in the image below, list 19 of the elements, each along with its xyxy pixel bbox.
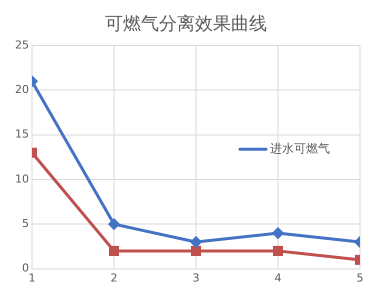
point bbox=[190, 236, 202, 248]
chart-title: 可燃气分离效果曲线 bbox=[105, 13, 267, 34]
y-tick-label: 0 bbox=[22, 262, 29, 275]
legend-label: 进水可燃气 bbox=[270, 141, 330, 156]
point bbox=[108, 246, 120, 256]
y-tick-label: 5 bbox=[22, 217, 29, 230]
point bbox=[108, 218, 120, 230]
x-tick-label: 4 bbox=[274, 271, 282, 284]
x-tick-label: 3 bbox=[192, 271, 200, 284]
x-tick-label: 2 bbox=[110, 271, 118, 284]
x-tick-label: 1 bbox=[28, 271, 36, 284]
y-tick-label: 15 bbox=[14, 128, 29, 141]
y-tick-label: 25 bbox=[14, 38, 29, 52]
point bbox=[272, 246, 284, 256]
y-tick-label: 20 bbox=[14, 83, 29, 96]
x-tick-label: 5 bbox=[356, 271, 364, 284]
point bbox=[272, 228, 284, 239]
point bbox=[190, 246, 202, 256]
y-tick-label: 10 bbox=[14, 172, 29, 186]
